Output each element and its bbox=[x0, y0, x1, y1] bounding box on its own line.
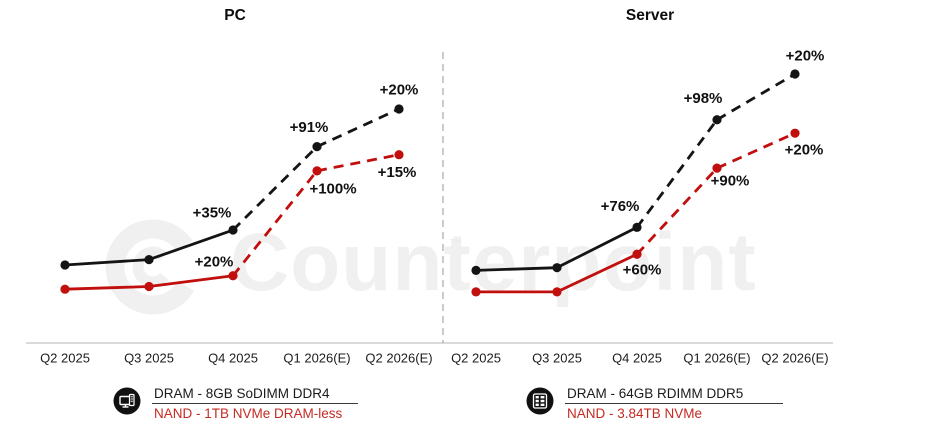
x-tick-label: Q2 2026(E) bbox=[365, 351, 432, 366]
chart-plot: Q2 2025 Q3 2025 Q4 2025 Q1 2026(E) Q2 2026(E… bbox=[26, 48, 833, 366]
nand-data-point bbox=[60, 284, 70, 294]
nand-data-point bbox=[394, 150, 404, 160]
nand-data-point bbox=[552, 287, 562, 297]
legend-pc-dram-label: DRAM - 8GB SoDIMM DDR4 bbox=[152, 386, 358, 404]
qoq-change-label: +35% bbox=[193, 205, 232, 222]
pc-icon bbox=[113, 387, 141, 415]
legend-server: DRAM - 64GB RDIMM DDR5 NAND - 3.84TB NVM… bbox=[526, 386, 783, 421]
nand-data-point bbox=[312, 166, 322, 176]
dram-data-point bbox=[312, 142, 322, 152]
nand-line-segment-forecast bbox=[716, 131, 796, 170]
panel-title-server: Server bbox=[625, 7, 675, 24]
legend-pc-text: DRAM - 8GB SoDIMM DDR4 NAND - 1TB NVMe D… bbox=[152, 386, 358, 421]
dram-data-point bbox=[228, 225, 238, 235]
x-tick-label: Q3 2025 bbox=[124, 351, 174, 366]
qoq-change-label: +20% bbox=[785, 142, 824, 159]
x-tick-label: Q2 2025 bbox=[40, 351, 90, 366]
legend-server-dram-label: DRAM - 64GB RDIMM DDR5 bbox=[565, 386, 783, 404]
server-icon bbox=[526, 387, 554, 415]
nand-data-point bbox=[790, 128, 800, 138]
x-tick-label: Q1 2026(E) bbox=[283, 351, 350, 366]
qoq-change-label: +91% bbox=[290, 119, 329, 136]
x-tick-label: Q2 2026(E) bbox=[761, 351, 828, 366]
dram-line-segment-forecast bbox=[316, 107, 400, 148]
dram-data-point bbox=[712, 115, 722, 125]
nand-line-segment-forecast bbox=[635, 167, 719, 256]
qoq-change-label: +20% bbox=[380, 81, 419, 98]
x-tick-label: Q1 2026(E) bbox=[683, 351, 750, 366]
dram-data-point bbox=[394, 104, 404, 114]
qoq-change-label: +98% bbox=[684, 90, 723, 107]
dram-line-segment bbox=[475, 266, 558, 272]
legend-server-text: DRAM - 64GB RDIMM DDR5 NAND - 3.84TB NVM… bbox=[565, 386, 783, 421]
dram-line-segment-forecast bbox=[232, 145, 318, 232]
dram-line-segment-forecast bbox=[716, 72, 796, 121]
nand-line-segment bbox=[148, 274, 234, 288]
dram-data-point bbox=[60, 260, 70, 270]
x-tick-label: Q4 2025 bbox=[612, 351, 662, 366]
dram-line-segment-forecast bbox=[635, 118, 719, 229]
dram-data-point bbox=[552, 263, 562, 273]
qoq-change-label: +15% bbox=[378, 164, 417, 181]
x-tick-label: Q4 2025 bbox=[208, 351, 258, 366]
nand-data-point bbox=[228, 271, 238, 281]
qoq-change-label: +90% bbox=[711, 173, 750, 190]
nand-line-segment-forecast bbox=[231, 169, 319, 277]
nand-data-point bbox=[144, 281, 154, 292]
legend-pc-nand-label: NAND - 1TB NVMe DRAM-less bbox=[154, 406, 343, 421]
dram-data-point bbox=[144, 255, 154, 265]
qoq-change-label: +20% bbox=[786, 48, 825, 65]
dram-data-point bbox=[790, 69, 800, 79]
nand-line-segment-forecast bbox=[316, 153, 400, 173]
panel-title-pc: PC bbox=[224, 7, 246, 24]
nand-data-point bbox=[632, 249, 642, 259]
x-tick-label: Q2 2025 bbox=[451, 351, 501, 366]
qoq-change-label: +76% bbox=[601, 198, 640, 215]
nand-line-segment bbox=[64, 285, 150, 291]
dram-line-segment bbox=[64, 258, 150, 267]
nand-data-point bbox=[471, 287, 481, 297]
qoq-change-label: +20% bbox=[195, 253, 234, 270]
nand-line-segment bbox=[556, 252, 638, 294]
legend-pc: DRAM - 8GB SoDIMM DDR4 NAND - 1TB NVMe D… bbox=[113, 386, 358, 421]
qoq-change-label: +60% bbox=[623, 262, 662, 279]
dram-data-point bbox=[632, 222, 642, 232]
legend-server-nand-label: NAND - 3.84TB NVMe bbox=[567, 406, 703, 421]
qoq-change-label: +100% bbox=[309, 180, 356, 197]
nand-data-point bbox=[712, 163, 722, 173]
x-tick-label: Q3 2025 bbox=[532, 351, 582, 366]
dram-line-segment bbox=[556, 226, 638, 269]
dram-data-point bbox=[471, 265, 481, 275]
